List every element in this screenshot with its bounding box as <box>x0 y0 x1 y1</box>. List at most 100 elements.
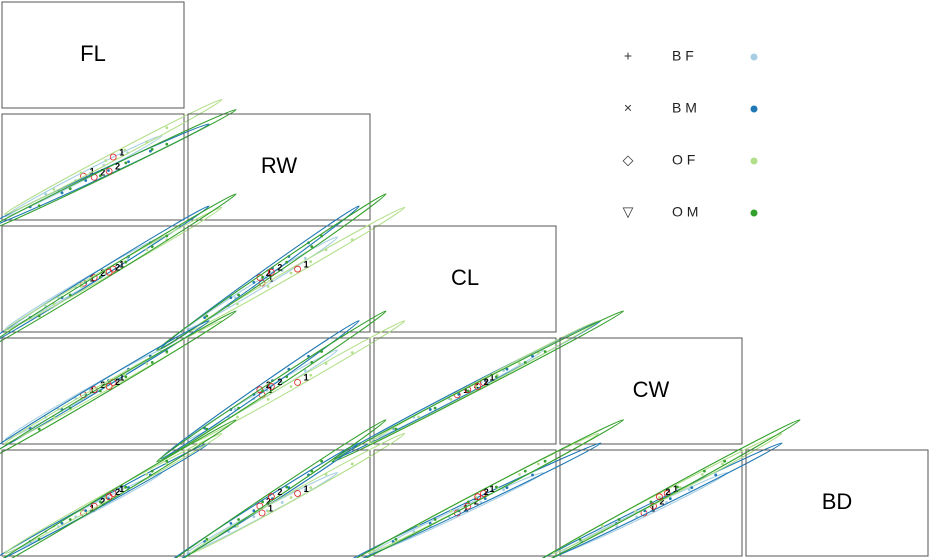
point <box>165 350 169 353</box>
point <box>723 459 726 463</box>
point <box>494 375 498 379</box>
group-center-label: 1 <box>90 166 95 176</box>
point <box>52 187 56 191</box>
group-center-label: 1 <box>650 503 655 513</box>
point <box>449 397 453 401</box>
group-ellipse <box>3 98 223 216</box>
group-ellipse <box>156 419 387 558</box>
panel-frame <box>559 449 743 557</box>
group-center-label: 2 <box>277 487 282 497</box>
group-ellipse <box>0 123 210 232</box>
group-center-label: 2 <box>115 377 120 387</box>
panel-frame <box>1 449 185 557</box>
point <box>60 521 64 525</box>
point <box>505 367 509 371</box>
point <box>649 500 653 504</box>
point <box>320 350 324 353</box>
point <box>150 469 154 473</box>
group-center <box>480 490 487 497</box>
point <box>37 204 41 208</box>
point <box>285 485 289 489</box>
point <box>483 497 487 500</box>
point <box>123 148 127 152</box>
panel-frame <box>1 225 185 333</box>
point <box>37 314 41 318</box>
group-center-label: 2 <box>659 496 664 506</box>
point <box>601 524 605 528</box>
point <box>289 496 293 499</box>
point <box>252 280 256 284</box>
group-center <box>294 378 301 386</box>
point <box>523 469 527 473</box>
group-center-label: 1 <box>463 385 468 395</box>
point <box>714 473 718 477</box>
point <box>285 375 289 379</box>
panel-frame <box>1 113 185 221</box>
point <box>252 509 256 513</box>
group-ellipse <box>3 432 223 555</box>
point <box>536 462 540 466</box>
variable-label: CL <box>451 265 479 290</box>
legend-label: B F <box>672 48 694 64</box>
group-center-label: 2 <box>100 168 105 178</box>
point <box>721 462 724 466</box>
variable-label: CW <box>633 377 670 402</box>
group-center-label: 1 <box>268 274 273 284</box>
point <box>303 256 307 260</box>
group-ellipse <box>0 310 237 463</box>
panel-frame <box>373 225 557 333</box>
group-center-label: 1 <box>119 147 124 157</box>
group-ellipse <box>0 193 237 352</box>
point <box>79 171 83 175</box>
point <box>68 187 72 191</box>
group-ellipse <box>156 310 387 463</box>
point <box>320 459 324 463</box>
point <box>205 314 209 318</box>
point <box>518 473 521 476</box>
point <box>266 509 270 513</box>
group-center-label: 1 <box>119 484 124 494</box>
point <box>518 362 521 365</box>
group-ellipse <box>0 109 237 234</box>
panel-frame <box>373 337 557 445</box>
group-ellipse <box>0 205 210 350</box>
panel-frame <box>373 449 557 557</box>
point <box>433 406 437 410</box>
point <box>394 427 398 431</box>
group-center <box>474 383 482 390</box>
point <box>417 524 421 528</box>
legend-label: B M <box>672 100 697 116</box>
point <box>466 389 470 393</box>
group-center-label: 2 <box>484 487 489 497</box>
group-ellipse <box>331 419 625 558</box>
point <box>127 160 130 164</box>
group-center <box>105 383 113 390</box>
point <box>237 406 240 410</box>
point <box>68 293 72 297</box>
point <box>309 260 313 264</box>
variable-label: RW <box>261 153 297 178</box>
point <box>229 296 233 300</box>
group-center-label: 1 <box>119 259 124 269</box>
point <box>165 142 169 146</box>
point <box>266 397 270 401</box>
group-center <box>105 167 113 175</box>
point <box>252 515 256 519</box>
point <box>676 485 679 489</box>
group-ellipse <box>552 432 783 555</box>
point <box>417 415 421 419</box>
group-center-label: 2 <box>100 380 105 390</box>
point <box>679 486 682 489</box>
point <box>98 275 102 279</box>
panel-frame <box>1 337 185 445</box>
point <box>233 296 237 300</box>
point <box>310 245 314 249</box>
group-ellipse <box>186 236 338 330</box>
variable-label: FL <box>80 41 106 66</box>
point <box>98 389 102 393</box>
point <box>37 427 41 431</box>
point <box>165 234 169 238</box>
group-ellipse <box>156 193 387 351</box>
point <box>523 360 527 364</box>
